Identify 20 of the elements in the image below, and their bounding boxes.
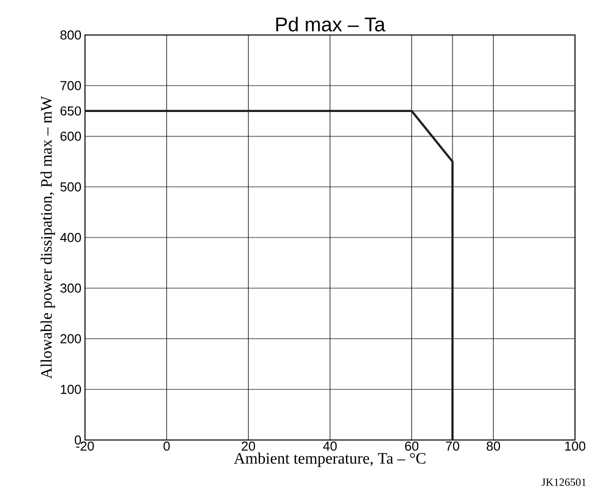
- x-tick-label: 80: [486, 442, 500, 451]
- x-tick-label: 60: [405, 442, 418, 451]
- x-tick-label: 100: [565, 442, 586, 451]
- y-tick-label: 300: [60, 284, 81, 293]
- x-tick-label: 0: [164, 442, 170, 451]
- chart-title: Pd max – Ta: [276, 16, 386, 32]
- y-tick-label: 600: [60, 132, 81, 141]
- text: JK126501: [542, 478, 586, 486]
- x-tick-label: 20: [242, 442, 256, 451]
- y-tick-label: 700: [60, 81, 81, 90]
- y-axis-title: Allowable power dissipation, Pd max – mW: [40, 96, 56, 379]
- x-tick-label: 70: [446, 442, 460, 451]
- y-tick-label: 400: [60, 232, 81, 242]
- y-tick-label: 100: [60, 384, 81, 394]
- y-tick-label: 200: [60, 334, 81, 344]
- x-tick-label: 40: [323, 442, 337, 451]
- y-tick-label: 500: [60, 182, 81, 192]
- y-tick-label: 800: [60, 30, 81, 40]
- y-tick-label: 650: [60, 106, 81, 116]
- x-axis-title: Ambient temperature, Ta – °C: [234, 452, 426, 467]
